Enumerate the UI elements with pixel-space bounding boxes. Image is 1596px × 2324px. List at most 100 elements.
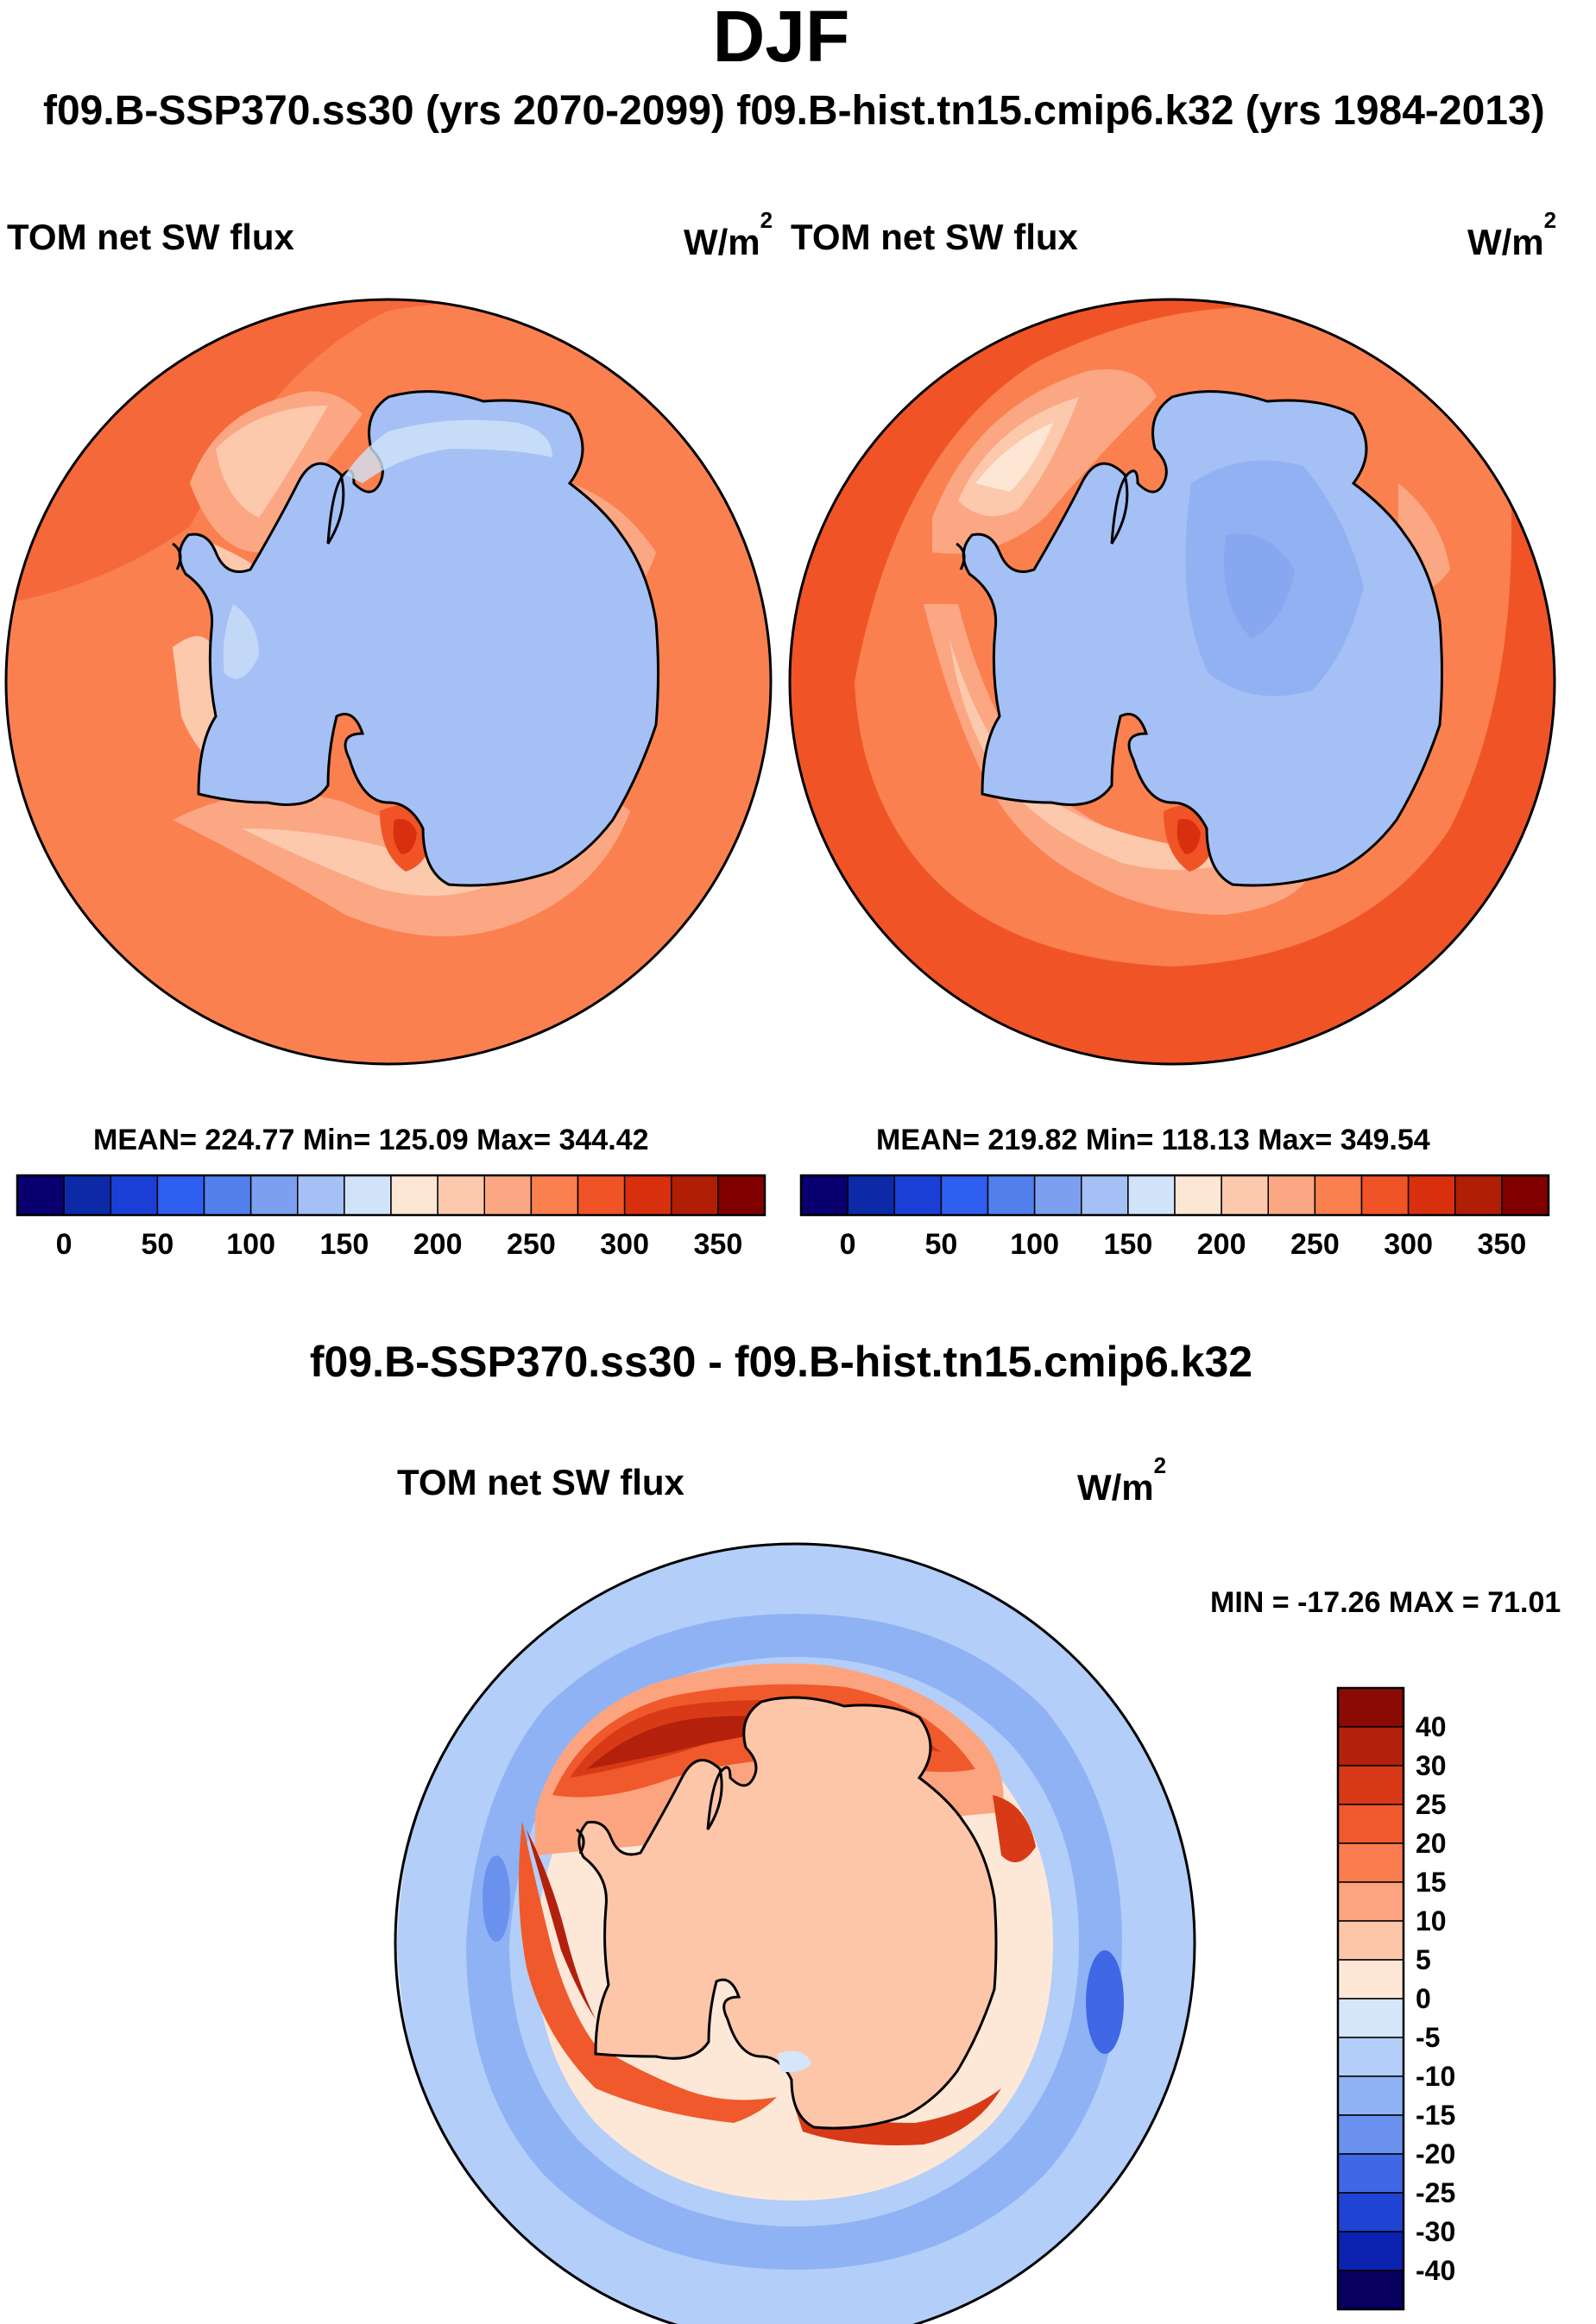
- right-colorbar-tick-label: 250: [1290, 1228, 1340, 1261]
- difference-panel-units: W/m2: [1077, 1452, 1167, 1508]
- difference-minmax: MIN = -17.26 MAX = 71.01: [1210, 1586, 1561, 1619]
- left-map-border: [4, 298, 773, 1066]
- right-colorbar-swatch: [1454, 1175, 1503, 1216]
- difference-colorbar-tick-label: 10: [1416, 1905, 1447, 1937]
- right-colorbar-swatch: [1314, 1175, 1363, 1216]
- left-panel-variable: TOM net SW flux: [7, 217, 294, 257]
- left-colorbar-swatch: [483, 1175, 533, 1216]
- right-colorbar-swatch: [1127, 1175, 1176, 1216]
- right-map: [788, 298, 1556, 1066]
- subtitle: f09.B-SSP370.ss30 (yrs 2070-2099) f09.B-…: [43, 88, 1545, 134]
- difference-map: [394, 1542, 1196, 2324]
- right-colorbar-tick-label: 350: [1478, 1228, 1527, 1261]
- left-colorbar-swatch: [16, 1175, 65, 1216]
- left-colorbar-tick-label: 150: [320, 1228, 369, 1261]
- difference-colorbar-swatch: [1337, 1959, 1404, 2000]
- difference-panel-variable: TOM net SW flux: [397, 1462, 684, 1502]
- left-colorbar-swatch: [203, 1175, 252, 1216]
- left-colorbar: 0 50 100 150 200 250 300 350: [16, 1174, 766, 1261]
- difference-colorbar-swatch: [1337, 1881, 1404, 1922]
- right-map-border: [788, 298, 1556, 1066]
- difference-colorbar-tick-label: -15: [1416, 2100, 1455, 2131]
- left-colorbar-swatch: [530, 1175, 579, 1216]
- right-colorbar-swatch: [1033, 1175, 1082, 1216]
- right-map-antarctica: [962, 390, 1443, 887]
- left-colorbar-tick-label: 250: [507, 1228, 556, 1261]
- difference-colorbar-swatch: [1337, 1998, 1404, 2038]
- difference-colorbar-tick-label: 25: [1416, 1789, 1447, 1820]
- left-colorbar-swatch: [437, 1175, 485, 1216]
- left-colorbar-swatch: [297, 1175, 345, 1216]
- difference-colorbar-tick-label: 30: [1416, 1750, 1447, 1781]
- difference-colorbar-tick-label: -30: [1416, 2216, 1455, 2247]
- left-colorbar-tick-label: 200: [413, 1228, 463, 1261]
- right-colorbar-swatch: [1081, 1175, 1129, 1216]
- difference-colorbar-swatch: [1337, 1765, 1404, 1805]
- difference-colorbar-tick-label: -10: [1416, 2061, 1455, 2092]
- left-colorbar-swatch: [623, 1175, 672, 1216]
- right-colorbar-tick-label: 100: [1010, 1228, 1059, 1261]
- difference-colorbar-swatch: [1337, 1726, 1404, 1767]
- right-colorbar-tick-label: 0: [840, 1228, 856, 1261]
- right-colorbar-swatch: [1267, 1175, 1316, 1216]
- right-panel-variable: TOM net SW flux: [791, 217, 1078, 257]
- difference-colorbar: 40 30 25 20 15 10 5 0 -5 -10 -15 -20 -25 -30 -40: [1336, 1686, 1455, 2311]
- left-colorbar-tick-label: 350: [694, 1228, 743, 1261]
- main-title: DJF: [712, 0, 850, 77]
- left-colorbar-tick-label: 0: [56, 1228, 73, 1261]
- left-colorbar-swatch: [156, 1175, 205, 1216]
- difference-map-antarctica: [577, 1696, 998, 2130]
- left-colorbar-swatch: [110, 1175, 159, 1216]
- difference-colorbar-swatch: [1337, 2192, 1404, 2233]
- right-colorbar-swatch: [847, 1175, 895, 1216]
- difference-colorbar-tick-label: -40: [1416, 2255, 1455, 2286]
- right-colorbar-swatch: [893, 1175, 943, 1216]
- difference-title: f09.B-SSP370.ss30 - f09.B-hist.tn15.cmip…: [309, 1338, 1253, 1386]
- left-colorbar-swatch: [390, 1175, 438, 1216]
- difference-colorbar-swatch: [1337, 1842, 1404, 1883]
- difference-colorbar-swatch: [1337, 2037, 1404, 2077]
- right-colorbar-swatch: [1407, 1175, 1456, 1216]
- difference-colorbar-swatch: [1337, 2153, 1404, 2194]
- difference-colorbar-tick-label: -20: [1416, 2138, 1455, 2170]
- left-colorbar-swatch: [671, 1175, 719, 1216]
- left-map-antarctica: [178, 390, 659, 887]
- right-colorbar-swatch: [1360, 1175, 1410, 1216]
- left-colorbar-swatch: [63, 1175, 111, 1216]
- right-colorbar: 0 50 100 150 200 250 300 350: [799, 1174, 1550, 1261]
- right-colorbar-swatch: [1221, 1175, 1269, 1216]
- right-panel-stats: MEAN= 219.82 Min= 118.13 Max= 349.54: [876, 1124, 1430, 1156]
- left-colorbar-tick-label: 100: [226, 1228, 275, 1261]
- right-colorbar-swatch: [1501, 1175, 1549, 1216]
- difference-colorbar-swatch: [1337, 2075, 1404, 2116]
- right-colorbar-swatch: [987, 1175, 1036, 1216]
- right-colorbar-tick-label: 50: [924, 1228, 957, 1261]
- left-colorbar-swatch: [717, 1175, 766, 1216]
- difference-colorbar-swatch: [1337, 1920, 1404, 1961]
- right-colorbar-swatch: [800, 1175, 848, 1216]
- difference-colorbar-tick-label: 15: [1416, 1867, 1447, 1898]
- difference-colorbar-tick-label: 40: [1416, 1711, 1447, 1742]
- difference-colorbar-swatch: [1337, 2114, 1404, 2155]
- left-colorbar-swatch: [577, 1175, 626, 1216]
- left-panel-stats: MEAN= 224.77 Min= 125.09 Max= 344.42: [93, 1124, 649, 1156]
- right-colorbar-swatch: [940, 1175, 989, 1216]
- difference-colorbar-tick-label: -5: [1416, 2022, 1440, 2053]
- difference-colorbar-swatch: [1337, 1687, 1404, 1728]
- left-colorbar-swatch: [249, 1175, 299, 1216]
- difference-colorbar-swatch: [1337, 2231, 1404, 2271]
- left-colorbar-tick-label: 300: [600, 1228, 649, 1261]
- difference-colorbar-tick-label: 5: [1416, 1944, 1431, 1975]
- difference-map-border: [394, 1542, 1196, 2324]
- difference-colorbar-tick-label: -25: [1416, 2177, 1455, 2208]
- left-panel-units: W/m2: [684, 207, 773, 262]
- left-colorbar-swatch: [344, 1175, 392, 1216]
- right-colorbar-swatch: [1174, 1175, 1222, 1216]
- difference-colorbar-tick-label: 0: [1416, 1983, 1431, 2014]
- difference-colorbar-tick-label: 20: [1416, 1828, 1447, 1859]
- difference-colorbar-swatch: [1337, 2270, 1404, 2310]
- difference-colorbar-swatch: [1337, 1804, 1404, 1844]
- left-colorbar-tick-label: 50: [141, 1228, 173, 1261]
- right-panel-units: W/m2: [1467, 207, 1557, 262]
